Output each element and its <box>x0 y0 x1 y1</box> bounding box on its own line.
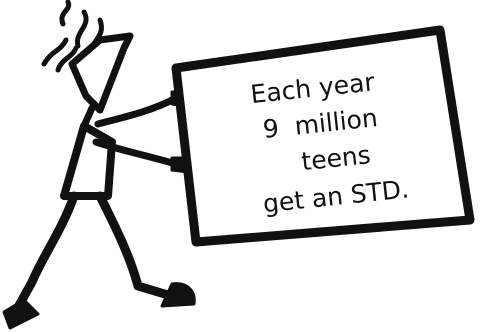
torso <box>60 122 116 200</box>
foot-front <box>160 282 196 308</box>
sign-line-3: teens <box>300 140 372 176</box>
leg-back <box>7 191 79 323</box>
head <box>68 32 134 114</box>
foot-back <box>2 298 40 330</box>
arm-upper <box>94 94 180 128</box>
arm-lower <box>92 138 180 168</box>
sign: Each year 9 million teens get an STD. <box>171 25 475 247</box>
stick-figure <box>2 0 196 330</box>
sign-board <box>171 25 475 247</box>
sign-number: 9 <box>262 114 281 145</box>
sign-line-2: 9 million <box>262 103 380 144</box>
leg-front <box>95 191 183 303</box>
